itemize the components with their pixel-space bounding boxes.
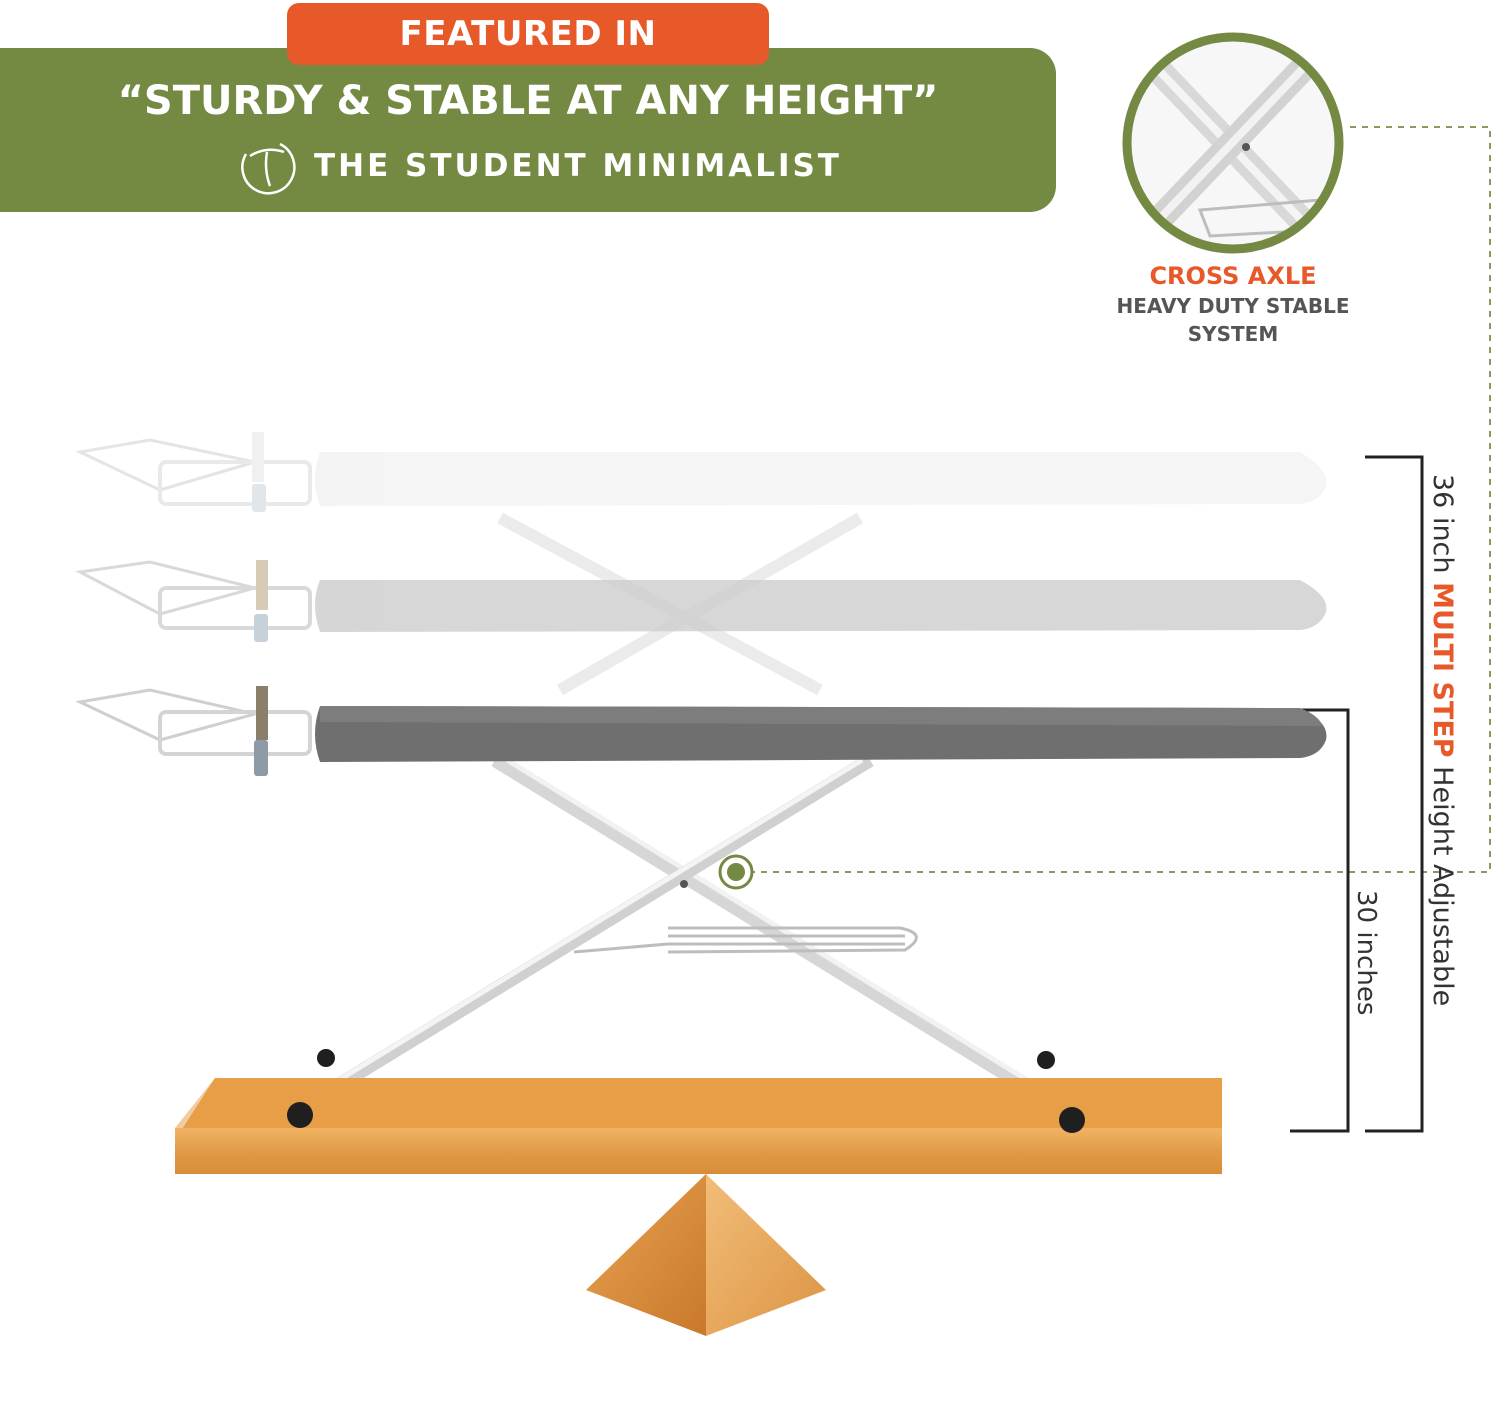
board-position-high [75, 432, 1327, 512]
dimension-bracket-30 [1290, 708, 1350, 1133]
guide-line [740, 126, 1491, 873]
height-label-accent: MULTI STEP [1427, 582, 1458, 758]
height-label-36: 36 inch MULTI STEP Height Adjustable [1427, 474, 1458, 1006]
quote-text: “STURDY & STABLE AT ANY HEIGHT” [117, 78, 939, 124]
callout-title: CROSS AXLE [1149, 262, 1317, 290]
featured-in-badge: FEATURED IN [287, 3, 769, 65]
cross-axle-detail-icon [1122, 32, 1344, 254]
wooden-plank [175, 1078, 1222, 1174]
board-position-mid [75, 560, 1327, 642]
callout-subtitle-line1: HEAVY DUTY STABLE [1116, 294, 1350, 318]
height-label-prefix: 36 inch [1427, 474, 1458, 583]
height-label-suffix: Height Adjustable [1427, 757, 1458, 1007]
dimension-bracket-36 [1365, 455, 1424, 1133]
source-attribution: THE STUDENT MINIMALIST [236, 136, 842, 196]
board-position-low [75, 686, 1327, 776]
callout-subtitle: HEAVY DUTY STABLE SYSTEM [1060, 292, 1406, 348]
source-name: THE STUDENT MINIMALIST [314, 148, 842, 184]
student-minimalist-logo-icon [241, 142, 296, 195]
callout-subtitle-line2: SYSTEM [1187, 322, 1279, 346]
iron-rest-tray [573, 926, 918, 954]
height-label-30: 30 inches [1351, 890, 1381, 1016]
quote-banner [0, 48, 1056, 212]
pyramid-fulcrum [586, 1174, 826, 1336]
rubber-feet [287, 1049, 1085, 1133]
axle-marker-icon [718, 854, 754, 890]
